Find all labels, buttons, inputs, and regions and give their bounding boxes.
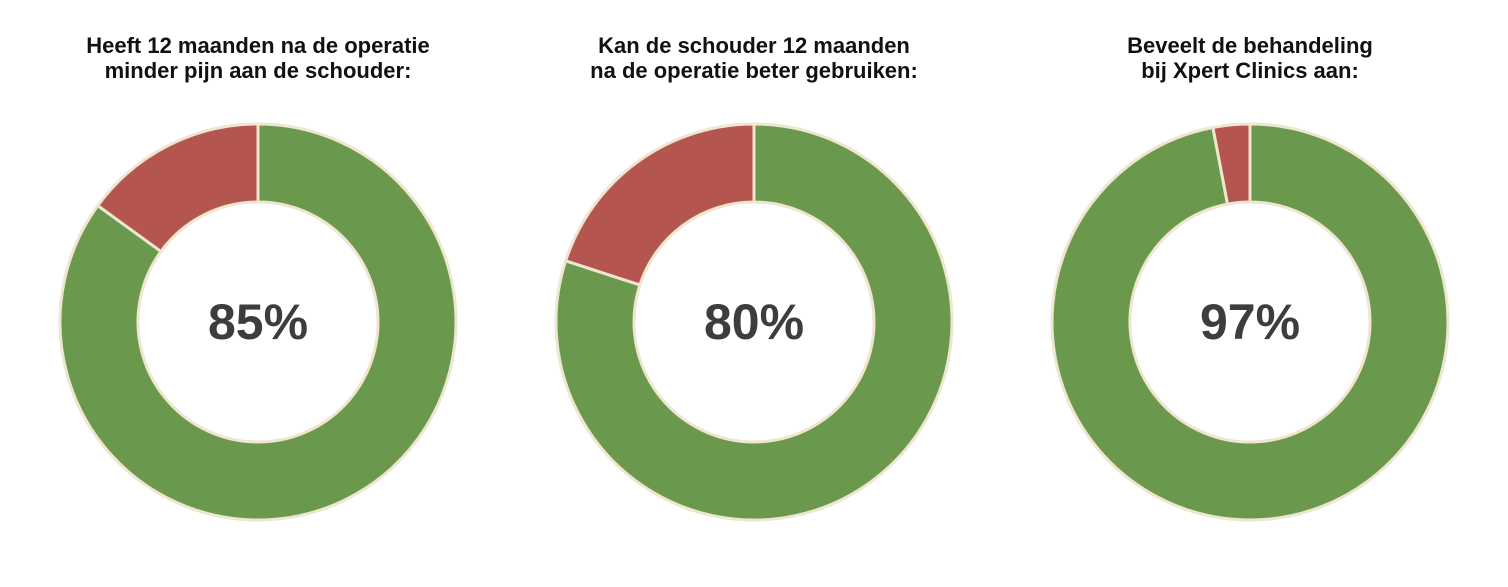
positive-slice xyxy=(554,122,954,522)
donut-chart-1: Heeft 12 maanden na de operatie minder p… xyxy=(8,0,508,587)
negative-slice xyxy=(564,122,756,287)
negative-slice xyxy=(96,122,260,253)
center-percentage-label: 85% xyxy=(208,294,308,350)
chart-title-line-1: Kan de schouder 12 maanden xyxy=(598,33,910,58)
center-percentage-label: 97% xyxy=(1200,294,1300,350)
chart-title-line-1: Heeft 12 maanden na de operatie xyxy=(86,33,430,58)
chart-title: Kan de schouder 12 maanden na de operati… xyxy=(504,33,1004,83)
donut-chart-2: Kan de schouder 12 maanden na de operati… xyxy=(504,0,1004,587)
negative-slice xyxy=(1211,122,1252,206)
center-percentage-label: 80% xyxy=(704,294,804,350)
donut-svg-1: 85% xyxy=(58,122,458,522)
positive-slice xyxy=(58,122,458,522)
chart-title-line-2: minder pijn aan de schouder: xyxy=(104,58,412,83)
chart-title-line-2: na de operatie beter gebruiken: xyxy=(590,58,918,83)
donut-svg-2: 80% xyxy=(554,122,954,522)
chart-title-line-2: bij Xpert Clinics aan: xyxy=(1141,58,1359,83)
chart-title: Beveelt de behandeling bij Xpert Clinics… xyxy=(1000,33,1500,83)
donut-chart-3: Beveelt de behandeling bij Xpert Clinics… xyxy=(1000,0,1500,587)
positive-slice xyxy=(1050,122,1450,522)
donut-svg-3: 97% xyxy=(1050,122,1450,522)
chart-title-line-1: Beveelt de behandeling xyxy=(1127,33,1373,58)
chart-title: Heeft 12 maanden na de operatie minder p… xyxy=(8,33,508,83)
